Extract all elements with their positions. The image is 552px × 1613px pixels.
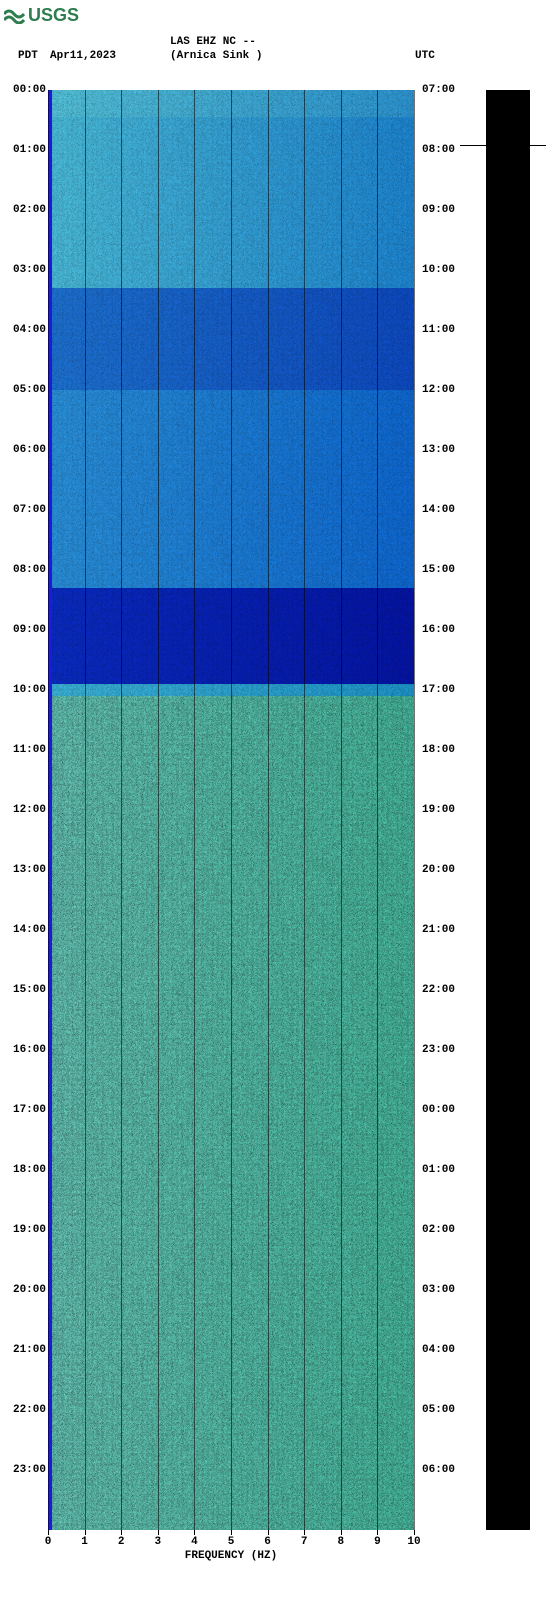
y-tick-right: 06:00 <box>414 1464 462 1476</box>
x-tick: 4 <box>184 1536 204 1548</box>
station-line1: LAS EHZ NC -- <box>170 36 256 48</box>
y-tick-left: 00:00 <box>0 84 48 96</box>
x-tick: 7 <box>294 1536 314 1548</box>
usgs-logo: USGS <box>4 4 89 24</box>
y-tick-left: 06:00 <box>0 444 48 456</box>
y-tick-left: 18:00 <box>0 1164 48 1176</box>
y-tick-right: 20:00 <box>414 864 462 876</box>
y-tick-right: 12:00 <box>414 384 462 396</box>
tz-right-label: UTC <box>415 50 435 62</box>
y-tick-right: 04:00 <box>414 1344 462 1356</box>
y-tick-right: 01:00 <box>414 1164 462 1176</box>
y-tick-right: 10:00 <box>414 264 462 276</box>
y-axis-right: 07:0008:0009:0010:0011:0012:0013:0014:00… <box>414 90 462 1530</box>
y-tick-right: 18:00 <box>414 744 462 756</box>
y-tick-left: 13:00 <box>0 864 48 876</box>
y-tick-left: 07:00 <box>0 504 48 516</box>
y-tick-left: 15:00 <box>0 984 48 996</box>
amplitude-strip <box>480 90 536 1530</box>
x-axis: FREQUENCY (HZ) 012345678910 <box>48 1530 414 1570</box>
x-tick: 1 <box>75 1536 95 1548</box>
y-tick-right: 09:00 <box>414 204 462 216</box>
x-axis-label: FREQUENCY (HZ) <box>48 1550 414 1562</box>
y-tick-right: 17:00 <box>414 684 462 696</box>
y-tick-right: 05:00 <box>414 1404 462 1416</box>
y-tick-left: 04:00 <box>0 324 48 336</box>
y-tick-left: 22:00 <box>0 1404 48 1416</box>
y-tick-left: 05:00 <box>0 384 48 396</box>
y-tick-left: 19:00 <box>0 1224 48 1236</box>
y-axis-left: 00:0001:0002:0003:0004:0005:0006:0007:00… <box>0 90 48 1530</box>
y-tick-right: 07:00 <box>414 84 462 96</box>
y-tick-right: 16:00 <box>414 624 462 636</box>
svg-text:USGS: USGS <box>28 5 79 24</box>
station-line2: (Arnica Sink ) <box>170 50 262 62</box>
x-tick: 8 <box>331 1536 351 1548</box>
y-tick-left: 02:00 <box>0 204 48 216</box>
y-tick-right: 22:00 <box>414 984 462 996</box>
x-tick: 2 <box>111 1536 131 1548</box>
y-tick-left: 03:00 <box>0 264 48 276</box>
x-tick: 9 <box>367 1536 387 1548</box>
y-tick-right: 13:00 <box>414 444 462 456</box>
spectrogram-plot <box>48 90 414 1530</box>
y-tick-left: 16:00 <box>0 1044 48 1056</box>
date-label: Apr11,2023 <box>50 50 116 62</box>
chart-header: PDT Apr11,2023 LAS EHZ NC -- (Arnica Sin… <box>0 36 552 64</box>
y-tick-left: 20:00 <box>0 1284 48 1296</box>
y-tick-right: 00:00 <box>414 1104 462 1116</box>
y-tick-right: 21:00 <box>414 924 462 936</box>
x-tick: 6 <box>258 1536 278 1548</box>
x-tick: 0 <box>38 1536 58 1548</box>
y-tick-left: 17:00 <box>0 1104 48 1116</box>
y-tick-left: 01:00 <box>0 144 48 156</box>
y-tick-right: 23:00 <box>414 1044 462 1056</box>
y-tick-right: 19:00 <box>414 804 462 816</box>
y-tick-left: 14:00 <box>0 924 48 936</box>
y-tick-right: 08:00 <box>414 144 462 156</box>
y-tick-left: 08:00 <box>0 564 48 576</box>
time-marker <box>460 145 546 146</box>
y-tick-left: 09:00 <box>0 624 48 636</box>
tz-left-label: PDT <box>18 50 38 62</box>
y-tick-right: 11:00 <box>414 324 462 336</box>
y-tick-left: 23:00 <box>0 1464 48 1476</box>
x-tick: 3 <box>148 1536 168 1548</box>
x-tick: 5 <box>221 1536 241 1548</box>
y-tick-right: 02:00 <box>414 1224 462 1236</box>
y-tick-left: 12:00 <box>0 804 48 816</box>
y-tick-right: 03:00 <box>414 1284 462 1296</box>
y-tick-left: 11:00 <box>0 744 48 756</box>
y-tick-right: 14:00 <box>414 504 462 516</box>
y-tick-left: 10:00 <box>0 684 48 696</box>
x-tick: 10 <box>404 1536 424 1548</box>
amplitude-segment <box>486 90 530 1530</box>
y-tick-left: 21:00 <box>0 1344 48 1356</box>
y-tick-right: 15:00 <box>414 564 462 576</box>
spectrogram-image <box>48 90 414 1530</box>
